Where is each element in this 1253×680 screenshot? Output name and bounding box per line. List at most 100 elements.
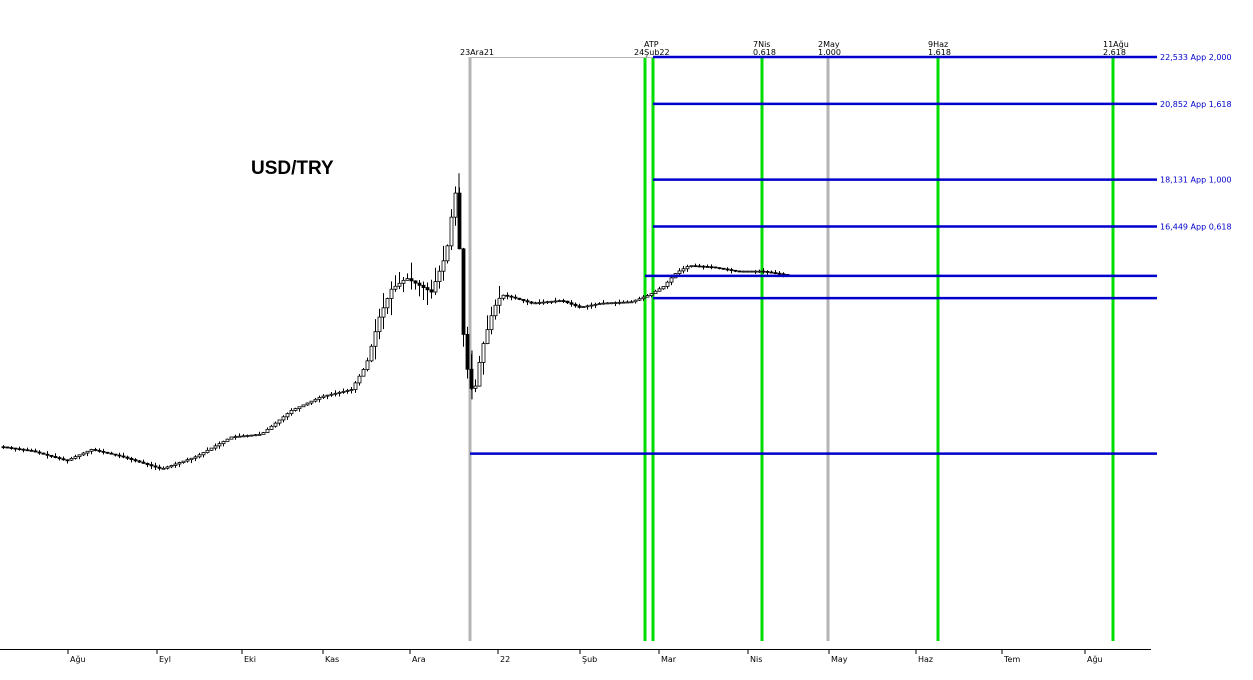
candle-body [669, 277, 674, 283]
candle [417, 280, 422, 297]
candle [217, 441, 222, 449]
candle [297, 406, 302, 412]
candle-body [185, 459, 190, 462]
candle-body [657, 288, 662, 292]
candle-body [473, 385, 478, 389]
candle [741, 270, 746, 273]
candle [561, 298, 566, 304]
candle-body [301, 404, 306, 408]
price-level-label: 20,852 App 1,618 [1160, 100, 1232, 109]
candle-body [513, 296, 518, 299]
candle [349, 386, 354, 394]
candle-body [753, 270, 758, 273]
candle-body [389, 288, 394, 299]
candle [717, 267, 722, 270]
candle [665, 280, 670, 289]
candle-body [93, 449, 98, 451]
candle [181, 460, 186, 464]
candle-body [449, 216, 454, 247]
candle-body [533, 302, 538, 305]
candle [1, 445, 6, 449]
candle-body [213, 445, 218, 449]
candle [13, 447, 18, 452]
candle [333, 390, 338, 397]
x-tick-label: 22 [500, 655, 510, 664]
candle [317, 395, 322, 403]
candle-body [777, 272, 782, 275]
x-tick-label: Eki [244, 655, 256, 664]
candle-body [349, 389, 354, 391]
candle [197, 452, 202, 459]
candle-body [541, 301, 546, 304]
candle [749, 270, 754, 273]
candle [461, 247, 466, 347]
candle-body [405, 278, 410, 281]
candle-body [337, 391, 342, 394]
x-tick-label: Ara [412, 655, 426, 664]
candle [169, 464, 174, 469]
candle [453, 186, 458, 226]
candle-body [501, 294, 506, 299]
candle [109, 451, 114, 455]
candle [725, 267, 730, 272]
candle-body [229, 436, 234, 440]
candle-body [345, 390, 350, 392]
candle [245, 434, 250, 438]
candle [481, 341, 486, 375]
candle-body [325, 394, 330, 397]
candle [493, 299, 498, 320]
candle-body [393, 285, 398, 290]
candle [585, 304, 590, 310]
candle [97, 448, 102, 453]
candle-body [209, 447, 214, 451]
candle-body [245, 435, 250, 437]
candle [381, 293, 386, 330]
candle [713, 266, 718, 269]
candle [357, 374, 362, 386]
candle [537, 299, 542, 305]
candle-body [721, 267, 726, 270]
candle [601, 300, 606, 305]
candle [77, 454, 82, 460]
candle [241, 434, 246, 438]
candle [149, 461, 154, 470]
candle-body [529, 301, 534, 304]
candle-body [525, 300, 530, 303]
candle-body [373, 331, 378, 347]
candle-body [465, 333, 470, 370]
candle [409, 262, 414, 290]
candle [213, 443, 218, 451]
candle-body [637, 298, 642, 301]
candle [565, 300, 570, 305]
candle-body [273, 422, 278, 427]
candle [705, 264, 710, 268]
candle [257, 431, 262, 436]
candle [517, 297, 522, 301]
time-marker-label: ATP [644, 40, 659, 49]
candle-body [165, 466, 170, 469]
candle [729, 267, 734, 274]
candle [513, 294, 518, 300]
candle-body [489, 315, 494, 331]
candle-body [85, 450, 90, 454]
x-tick-label: Kas [325, 655, 339, 664]
candle-body [317, 397, 322, 400]
candle-body [73, 456, 78, 459]
candle [201, 452, 206, 458]
candle [645, 293, 650, 298]
candle-body [353, 382, 358, 390]
candle [653, 289, 658, 295]
candle [497, 286, 502, 314]
candle-body [693, 265, 698, 268]
candle-body [397, 282, 402, 287]
candle [261, 432, 266, 435]
candle-body [137, 460, 142, 463]
candle-body [281, 416, 286, 421]
candle [209, 447, 214, 451]
candle [377, 308, 382, 340]
candle-body [97, 450, 102, 452]
candle-body [121, 455, 126, 458]
candle-body [189, 457, 194, 461]
candle-body [725, 268, 730, 271]
candle-body [573, 303, 578, 307]
